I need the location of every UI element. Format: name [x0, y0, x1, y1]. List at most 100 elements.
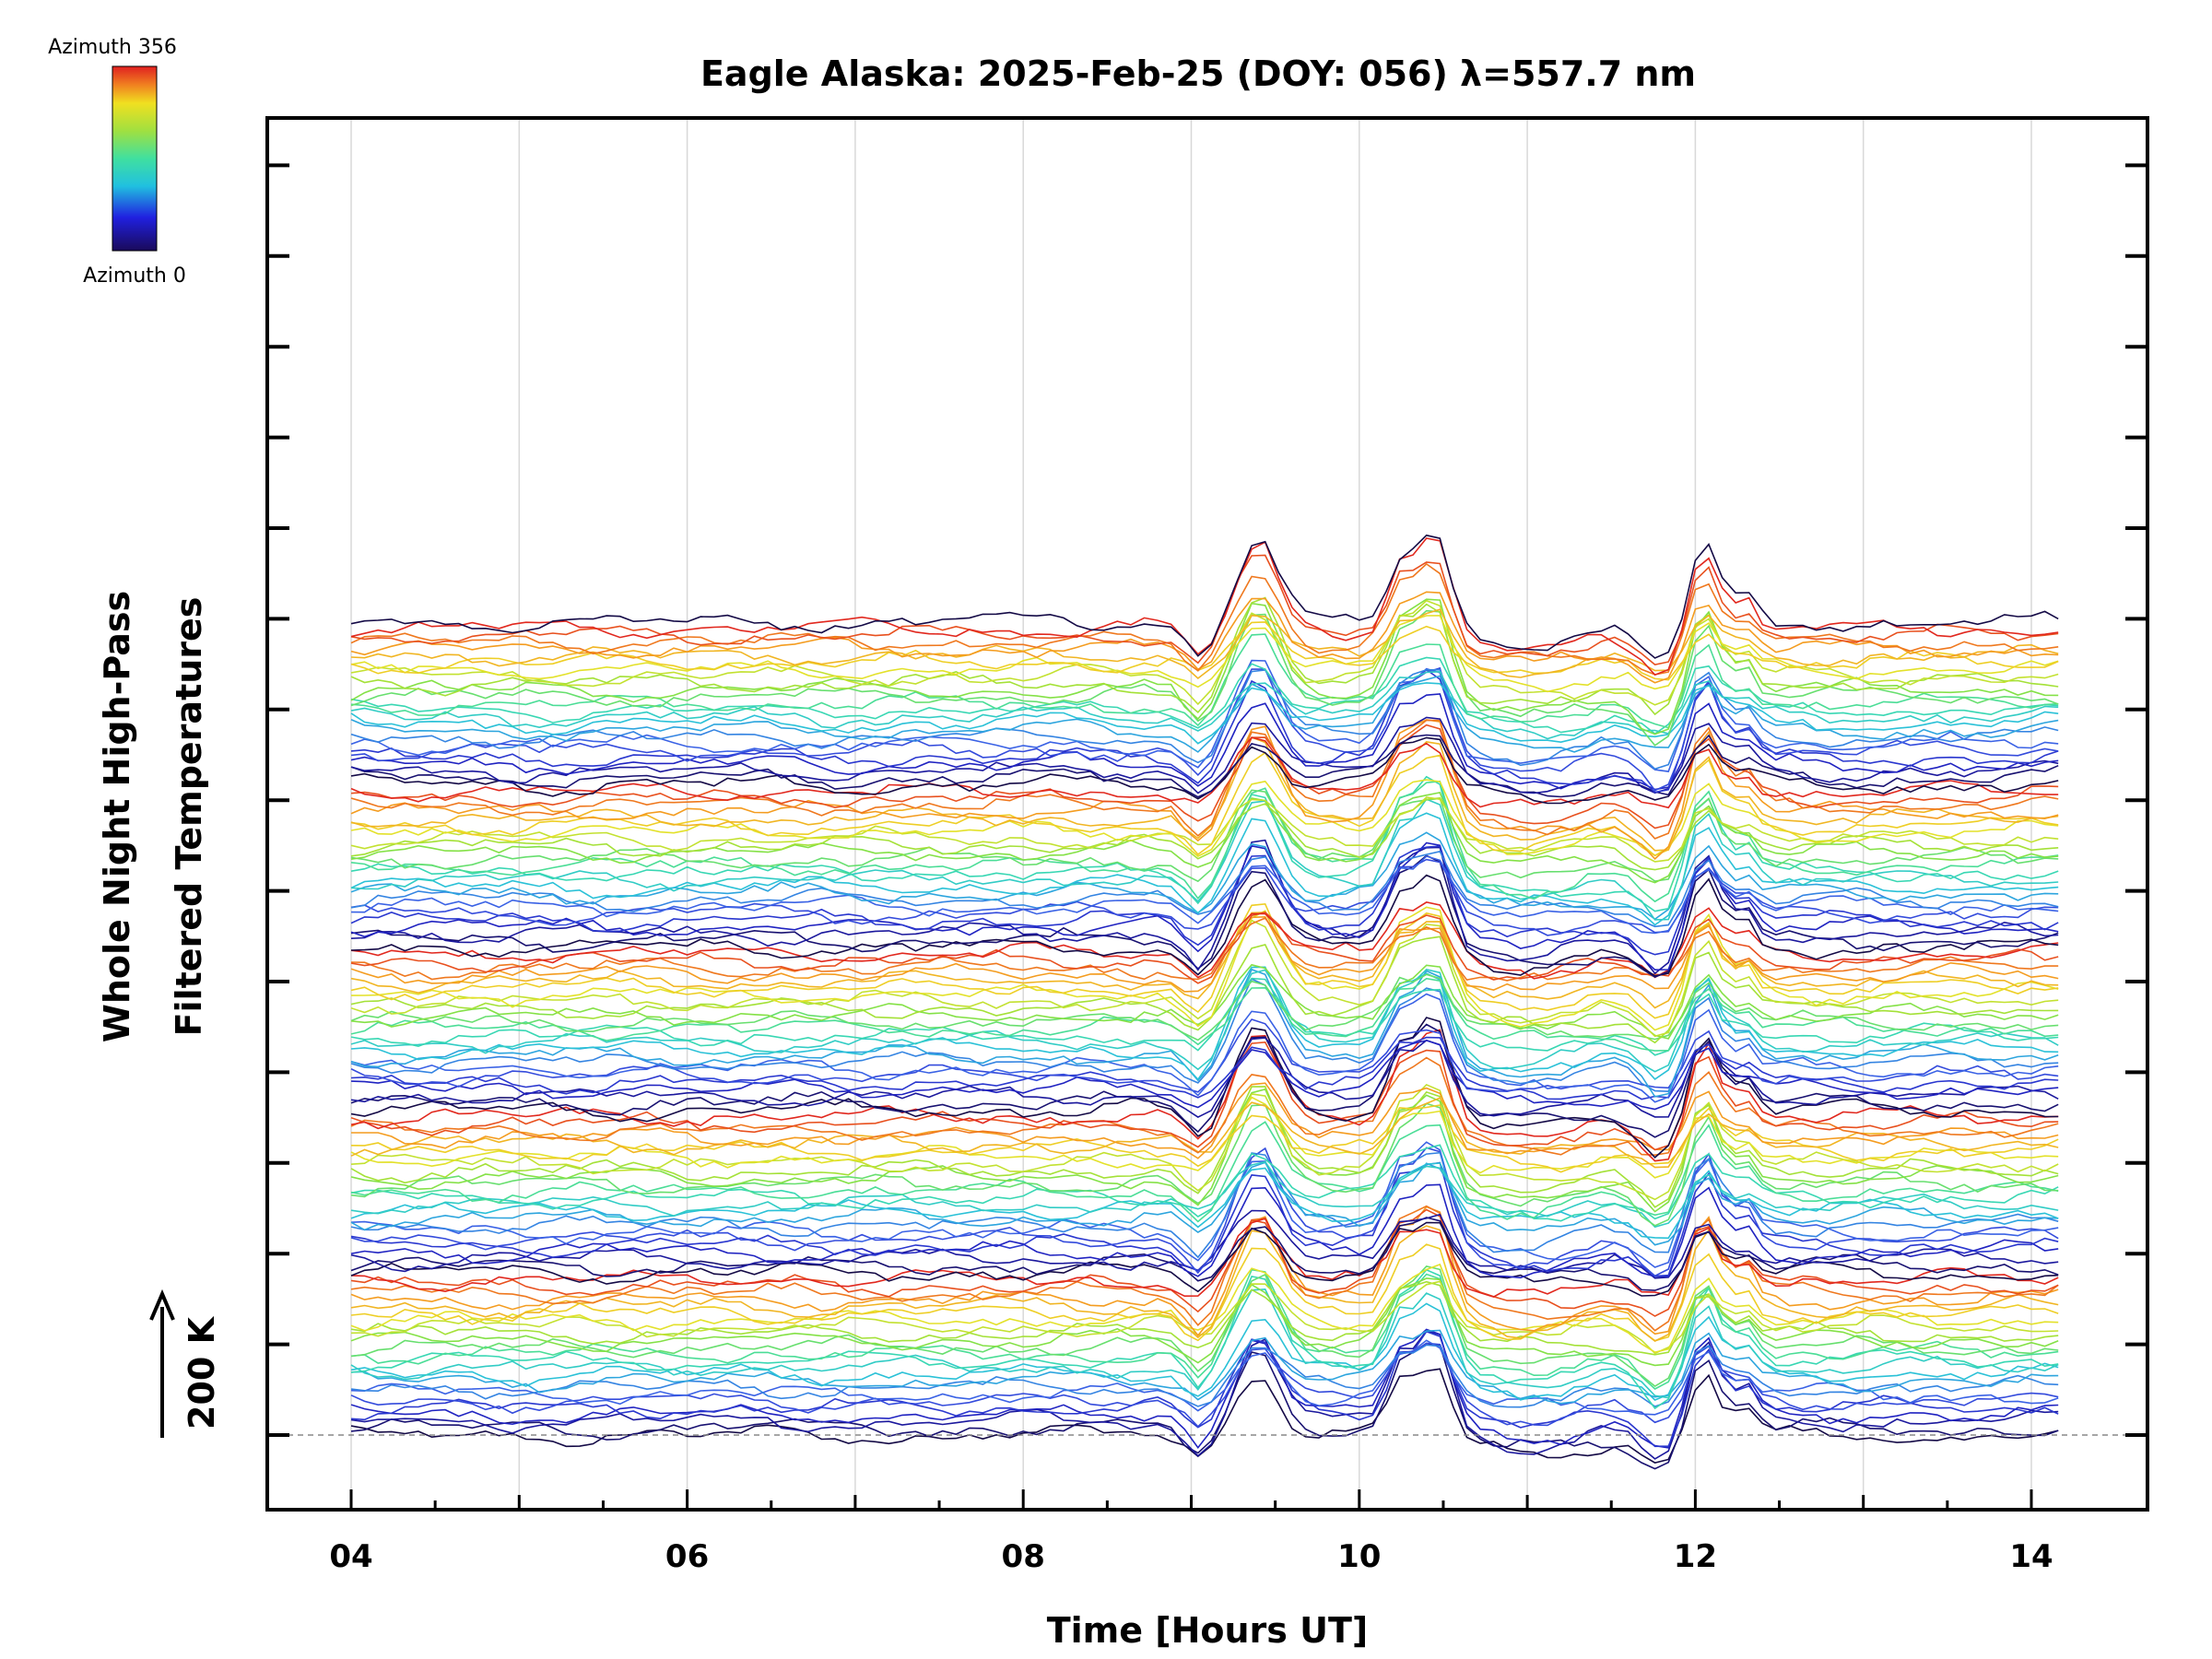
series-line-96	[350, 736, 2059, 805]
series-line-112	[350, 599, 2059, 706]
series-line-109	[350, 609, 2059, 747]
series-line-110	[350, 598, 2059, 735]
series-line-24	[350, 1221, 2059, 1297]
series-line-52	[350, 1036, 2059, 1100]
series-line-113	[350, 615, 2059, 693]
scale-arrow: 200 K	[149, 1288, 222, 1438]
series-line-23	[350, 1218, 2059, 1298]
series-line-61	[350, 973, 2059, 1041]
series-line-80	[350, 831, 2059, 921]
series-line-104	[350, 675, 2059, 753]
series-line-72	[350, 874, 2059, 977]
series-line-117	[350, 562, 2059, 676]
series-line-2	[350, 1330, 2059, 1460]
x-tick-label-10: 10	[1337, 1538, 1381, 1575]
series-line-65	[350, 906, 2059, 1031]
colorbar-top-label: Azimuth 356	[48, 36, 177, 59]
series-line-58	[350, 969, 2059, 1073]
series-line-25	[350, 1217, 2059, 1291]
series-line-22	[350, 1208, 2059, 1317]
series-group	[350, 534, 2059, 1470]
x-tick-label-12: 12	[1674, 1538, 1717, 1575]
series-line-64	[350, 919, 2059, 1038]
plot-frame	[265, 116, 2149, 1512]
y-ticks	[267, 163, 2147, 1437]
series-line-18	[350, 1243, 2059, 1342]
series-line-83	[350, 775, 2059, 912]
series-line-115	[350, 608, 2059, 680]
y-axis-label-line1: Whole Night High-Pass	[97, 591, 137, 1042]
series-line-21	[350, 1205, 2059, 1332]
series-line-101	[350, 666, 2059, 792]
series-line-79	[350, 850, 2059, 928]
series-line-82	[350, 798, 2059, 921]
series-line-75	[350, 841, 2059, 971]
x-tick-label-08: 08	[1002, 1538, 1045, 1575]
series-line-12	[350, 1268, 2059, 1390]
series-line-60	[350, 977, 2059, 1052]
series-line-76	[350, 845, 2059, 956]
series-line-48	[350, 1017, 2059, 1159]
series-line-34	[350, 1160, 2059, 1229]
series-line-13	[350, 1265, 2059, 1387]
series-line-105	[350, 682, 2059, 745]
series-line-9	[350, 1302, 2059, 1401]
series-line-78	[350, 855, 2059, 935]
series-line-85	[350, 789, 2059, 883]
series-line-17	[350, 1263, 2059, 1353]
series-line-19	[350, 1225, 2059, 1342]
series-line-84	[350, 780, 2059, 903]
series-line-53	[350, 1018, 2059, 1093]
series-line-94	[350, 724, 2059, 830]
series-line-92	[350, 719, 2059, 861]
series-line-119	[350, 537, 2059, 677]
x-tick-label-14: 14	[2009, 1538, 2053, 1575]
series-line-97	[350, 734, 2059, 798]
series-line-68	[350, 915, 2059, 993]
colorbar-bottom-label: Azimuth 0	[83, 265, 186, 288]
series-line-40	[350, 1083, 2059, 1201]
x-tick-label-04: 04	[329, 1538, 372, 1575]
series-line-67	[350, 912, 2059, 1009]
series-line-120	[350, 534, 2059, 659]
series-line-42	[350, 1104, 2059, 1173]
series-line-74	[350, 839, 2059, 975]
x-axis-label: Time [Hours UT]	[1047, 1610, 1369, 1651]
series-line-77	[350, 858, 2059, 936]
series-line-46	[350, 1041, 2059, 1151]
series-line-41	[350, 1096, 2059, 1179]
series-line-50	[350, 1037, 2059, 1119]
series-line-116	[350, 591, 2059, 684]
series-line-4	[350, 1330, 2059, 1448]
colorbar: Azimuth 356 Azimuth 0	[48, 36, 186, 288]
series-line-36	[350, 1121, 2059, 1223]
series-line-29	[350, 1147, 2059, 1277]
colorbar-gradient	[112, 65, 158, 252]
series-line-81	[350, 812, 2059, 926]
series-line-33	[350, 1162, 2059, 1240]
scale-label: 200 K	[182, 1315, 222, 1430]
series-line-28	[350, 1161, 2059, 1277]
series-line-59	[350, 977, 2059, 1056]
series-line-32	[350, 1161, 2059, 1246]
series-line-66	[350, 902, 2059, 1019]
series-line-1	[350, 1344, 2059, 1470]
series-line-98	[350, 716, 2059, 794]
scale-arrow-head	[149, 1288, 175, 1321]
series-line-106	[350, 670, 2059, 740]
series-line-37	[350, 1102, 2059, 1227]
series-line-95	[350, 736, 2059, 809]
series-line-90	[350, 751, 2059, 857]
series-line-73	[350, 854, 2059, 978]
gridlines	[350, 118, 2032, 1510]
series-line-30	[350, 1141, 2059, 1268]
series-line-103	[350, 668, 2059, 771]
x-tick-label-06: 06	[665, 1538, 709, 1575]
series-line-86	[350, 791, 2059, 884]
series-line-108	[350, 633, 2059, 729]
series-line-88	[350, 796, 2059, 863]
series-line-20	[350, 1206, 2059, 1337]
series-line-87	[350, 796, 2059, 871]
series-line-54	[350, 993, 2059, 1103]
